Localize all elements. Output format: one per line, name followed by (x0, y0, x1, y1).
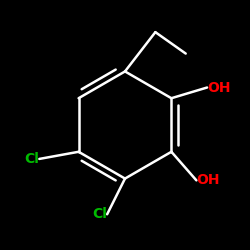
Text: OH: OH (196, 173, 220, 187)
Text: Cl: Cl (92, 207, 107, 221)
Text: OH: OH (207, 80, 231, 94)
Text: Cl: Cl (24, 152, 39, 166)
